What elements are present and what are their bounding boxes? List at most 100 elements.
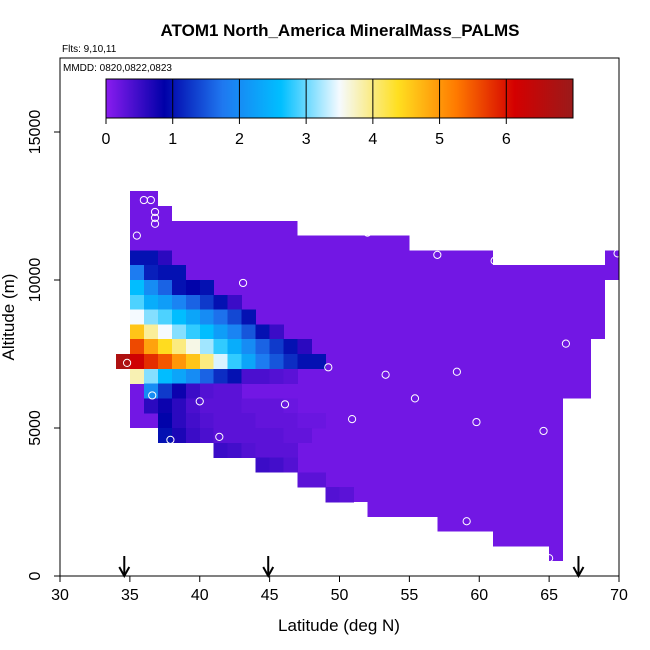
background-cell-column [549, 265, 564, 562]
heatmap-cell [297, 339, 312, 355]
heatmap-cell [185, 368, 201, 384]
heatmap-cell [255, 428, 270, 444]
heatmap-cell [283, 413, 298, 429]
heatmap-cell [283, 398, 298, 414]
x-tick-label: 65 [540, 587, 558, 604]
heatmap-cell [129, 265, 145, 281]
x-tick-label: 55 [400, 587, 418, 604]
heatmap-cell [297, 413, 312, 429]
heatmap-cell [129, 250, 145, 266]
heatmap-cell [283, 339, 298, 355]
heatmap-cell [241, 442, 256, 458]
data-point [613, 249, 622, 258]
data-point [561, 339, 570, 348]
heatmap-cell [241, 339, 256, 355]
heatmap-cell [241, 428, 256, 444]
heatmap-cell [311, 413, 326, 429]
colorbar-tick-label: 0 [102, 131, 111, 148]
heatmap-cell [269, 368, 284, 384]
heatmap-cell [213, 354, 228, 370]
heatmap-cell [157, 294, 173, 310]
heatmap-cell [227, 368, 242, 384]
heatmap-cell [199, 339, 215, 355]
colorbar: 0 1 2 3 4 5 6 [102, 78, 574, 148]
data-point [381, 370, 390, 379]
colorbar-tick-label: 1 [168, 131, 177, 148]
colorbar-tick-label: 5 [435, 131, 444, 148]
heatmap-plot [115, 191, 622, 579]
data-point [324, 363, 333, 372]
heatmap-cell [199, 280, 215, 296]
data-point [148, 391, 157, 400]
heatmap-cell [157, 280, 173, 296]
heatmap-cell [143, 280, 159, 296]
background-cell-column [409, 250, 438, 517]
heatmap-cell [129, 368, 145, 384]
data-point [195, 397, 204, 406]
heatmap-cell [227, 324, 242, 340]
heatmap-cell [339, 487, 354, 503]
heatmap-cell [171, 428, 187, 444]
data-point [410, 394, 420, 403]
heatmap-cell [157, 250, 173, 266]
heatmap-cell [185, 309, 201, 325]
data-point [433, 250, 442, 259]
x-tick-label: 45 [261, 587, 279, 604]
heatmap-cell [255, 413, 270, 429]
heatmap-cell [157, 428, 173, 444]
heatmap-cell [143, 383, 159, 399]
background-cell-column [465, 250, 494, 532]
heatmap-cell [171, 354, 187, 370]
y-tick-label: 10000 [27, 258, 44, 303]
data-point [545, 554, 554, 563]
heatmap-cell [269, 354, 284, 370]
heatmap-cell [171, 413, 187, 429]
heatmap-cell [283, 442, 298, 458]
heatmap-cell [199, 324, 215, 340]
heatmap-cell [157, 339, 173, 355]
heatmap-cell [143, 309, 159, 325]
heatmap-cell [311, 354, 326, 370]
heatmap-cell [241, 398, 256, 414]
heatmap-cell [241, 324, 256, 340]
heatmap-cell [227, 398, 242, 414]
heatmap-cell [227, 294, 242, 310]
background-cell-column [493, 265, 522, 547]
heatmap-cell [283, 354, 298, 370]
heatmap-cell [199, 354, 215, 370]
heatmap-cell [185, 413, 201, 429]
heatmap-cell [171, 398, 187, 414]
background-cell-column [605, 250, 619, 280]
heatmap-cell [269, 413, 284, 429]
heatmap-cell [255, 398, 270, 414]
heatmap-cell [297, 354, 312, 370]
heatmap-cell [129, 324, 145, 340]
data-point [215, 432, 224, 441]
x-tick-label: 35 [121, 587, 139, 604]
heatmap-cell [241, 354, 256, 370]
heatmap-cell [255, 442, 270, 458]
heatmap-cell [213, 398, 228, 414]
heatmap-cell [269, 457, 284, 473]
heatmap-cell [227, 442, 242, 458]
heatmap-cell [269, 324, 284, 340]
heatmap-cell [157, 383, 173, 399]
y-tick-label: 15000 [27, 110, 44, 155]
data-point [363, 228, 372, 237]
heatmap-cell [283, 457, 298, 473]
heatmap-cell [227, 339, 242, 355]
data-point [347, 415, 357, 424]
heatmap-cell [255, 354, 270, 370]
heatmap-cell [227, 354, 242, 370]
heatmap-cell [241, 413, 256, 429]
data-point [280, 400, 290, 409]
heatmap-cell [143, 294, 159, 310]
y-tick-label: 0 [27, 571, 44, 580]
background-cell-column [591, 265, 606, 340]
heatmap-cell [255, 368, 270, 384]
background-cell-column [325, 235, 368, 502]
data-point [146, 195, 155, 205]
data-point [490, 256, 499, 265]
heatmap-cell [255, 324, 270, 340]
heatmap-cell [199, 309, 215, 325]
